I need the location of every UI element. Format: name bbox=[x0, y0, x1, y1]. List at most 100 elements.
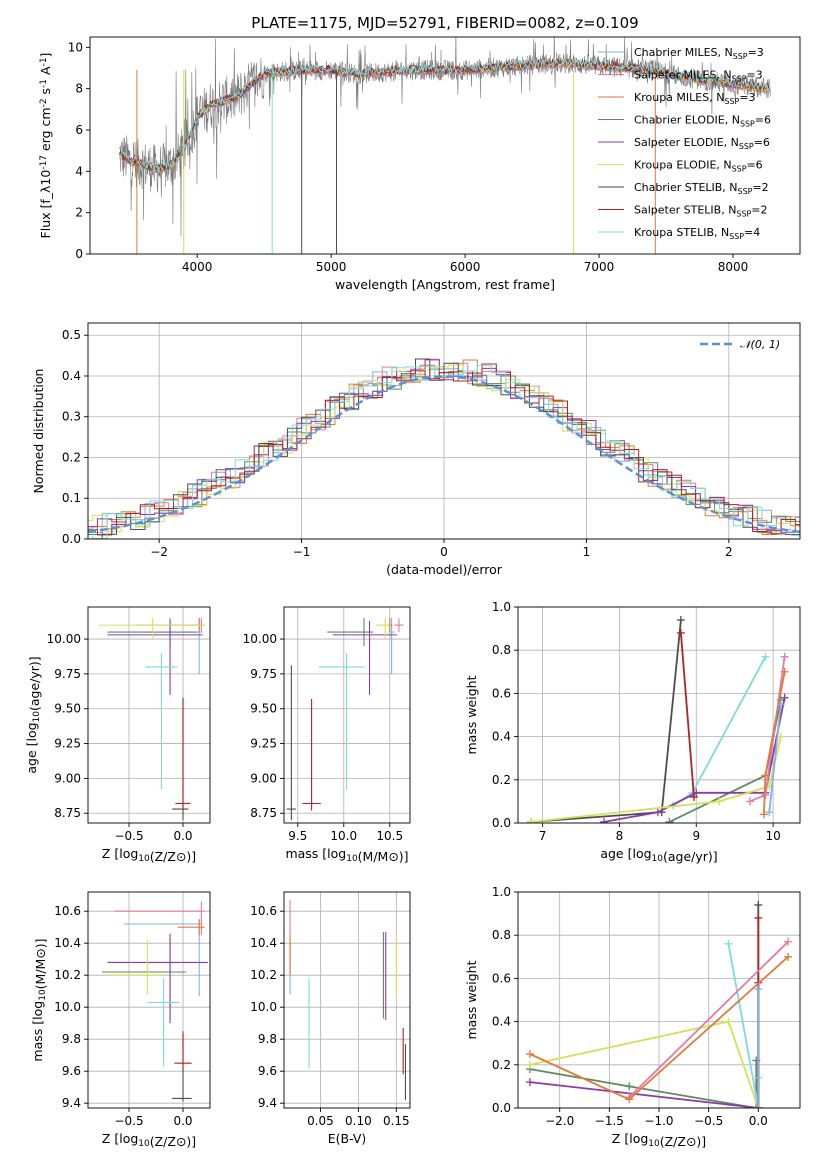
y-tick-label: 9.8 bbox=[62, 1032, 81, 1046]
errorbar-point bbox=[172, 697, 189, 821]
y-tick-label: 0.4 bbox=[492, 1015, 511, 1029]
x-tick-label: −0.5 bbox=[114, 829, 143, 843]
x-axis-label: (data-model)/error bbox=[386, 562, 503, 577]
errorbar-point bbox=[175, 698, 191, 811]
legend-entry-label: Kroupa STELIB, NSSP=4 bbox=[634, 226, 760, 241]
y-tick-label: 9.75 bbox=[250, 667, 277, 681]
y-tick-label: 10 bbox=[68, 40, 83, 54]
errorbar-point bbox=[102, 940, 187, 1020]
axes-frame bbox=[87, 891, 211, 1109]
x-axis-label: mass [log10(M/M⊙)] bbox=[285, 846, 408, 864]
errorbar-point bbox=[145, 618, 203, 674]
legend-entry-label: 𝒩(0, 1) bbox=[740, 338, 780, 351]
mass-weight-marker bbox=[754, 900, 763, 909]
y-tick-label: 0.1 bbox=[62, 491, 81, 505]
errorbar-point bbox=[98, 618, 205, 640]
y-tick-label: 0.3 bbox=[62, 410, 81, 424]
y-tick-label: 2 bbox=[75, 206, 83, 220]
legend-entry-label: Salpeter MILES, NSSP=3 bbox=[634, 69, 763, 84]
errorbar-point bbox=[394, 618, 404, 633]
errorbar-point bbox=[174, 1031, 192, 1072]
y-tick-label: 8.75 bbox=[54, 806, 81, 820]
y-tick-label: 9.25 bbox=[250, 737, 277, 751]
axes-frame bbox=[517, 606, 801, 824]
y-tick-label: 0.0 bbox=[492, 1101, 511, 1115]
y-tick-label: 0.4 bbox=[62, 369, 81, 383]
plot-area bbox=[88, 358, 800, 539]
x-tick-label: 5000 bbox=[316, 260, 347, 274]
mass-weight-marker bbox=[525, 1078, 534, 1087]
residuals-panel: −2 −1 0 1 2 0.0 0.1 0.2 0.3 0.4 0.5 (data-model)/er… bbox=[31, 322, 801, 577]
mass-weight-marker bbox=[784, 937, 793, 946]
mass-weight-line bbox=[531, 736, 782, 823]
y-tick-label: 10.00 bbox=[47, 632, 81, 646]
errorbar-point bbox=[107, 933, 208, 1024]
mass-weight-marker bbox=[754, 985, 763, 994]
errorbar-point bbox=[332, 620, 398, 695]
residual-histogram-step bbox=[88, 358, 800, 539]
x-tick-label: −2 bbox=[150, 545, 168, 559]
mass-weight-vs-age-panel: 7 8 9 10 0.0 0.2 0.4 0.6 0.8 1.0 age [log10(age/yr… bbox=[464, 600, 801, 864]
y-tick-label: 0 bbox=[75, 247, 83, 261]
mass-weight-marker bbox=[692, 788, 701, 797]
errorbar-point bbox=[106, 940, 164, 995]
x-tick-label: 7000 bbox=[584, 260, 615, 274]
mass-weight-marker bbox=[765, 808, 774, 817]
y-tick-label: 0.6 bbox=[492, 971, 511, 985]
y-axis-label: Normed distribution bbox=[31, 369, 46, 494]
x-tick-label: 0.05 bbox=[307, 1114, 334, 1128]
x-axis-label: E(B-V) bbox=[328, 1131, 367, 1146]
mass-weight-line bbox=[680, 632, 695, 798]
y-tick-label: 8.75 bbox=[250, 806, 277, 820]
errorbar-point bbox=[107, 620, 203, 695]
mass-weight-marker bbox=[761, 771, 770, 780]
normal-reference-curve bbox=[88, 375, 800, 534]
legend-entry-label: Kroupa ELODIE, NSSP=6 bbox=[634, 159, 763, 174]
y-tick-label: 10.4 bbox=[250, 936, 277, 950]
y-tick-label: 0.2 bbox=[62, 450, 81, 464]
mass-weight-marker bbox=[761, 652, 770, 661]
y-tick-label: 9.4 bbox=[62, 1096, 81, 1110]
errorbar-point bbox=[318, 652, 365, 790]
y-tick-label: 0.0 bbox=[62, 532, 81, 546]
errorbar-point bbox=[302, 698, 321, 811]
mass-weight-marker bbox=[525, 1050, 534, 1058]
mass-weight-marker bbox=[759, 810, 768, 819]
mass-weight-line bbox=[672, 656, 767, 807]
y-axis-label: mass weight bbox=[464, 960, 479, 1039]
y-tick-label: 10.6 bbox=[54, 904, 81, 918]
x-axis-label: Z [log10(Z/Z⊙)] bbox=[612, 1131, 706, 1149]
y-tick-label: 1.0 bbox=[492, 885, 511, 899]
x-tick-label: 0.0 bbox=[749, 1114, 768, 1128]
age-vs-mass-panel: 9.5 10.0 10.5 8.75 9.00 9.25 9.50 9.75 10.00 mass… bbox=[243, 606, 411, 864]
y-axis-label: mass weight bbox=[464, 675, 479, 754]
plot-area bbox=[102, 901, 208, 1102]
residual-histogram-step bbox=[88, 363, 800, 536]
errorbar-point bbox=[375, 618, 390, 640]
mass-weight-vs-metallicity-panel: −2.0 −1.5 −1.0 −0.5 0.0 0.0 0.2 0.4 0.6 0.8 1.0 Z [… bbox=[464, 885, 801, 1149]
legend-entry-label: Salpeter ELODIE, NSSP=6 bbox=[634, 136, 770, 151]
errorbar-point bbox=[172, 1034, 192, 1102]
mass-weight-marker bbox=[676, 628, 685, 637]
y-tick-label: 0.5 bbox=[62, 328, 81, 342]
axes-frame bbox=[283, 606, 411, 824]
mass-weight-line bbox=[529, 1060, 758, 1108]
y-tick-label: 0.6 bbox=[492, 686, 511, 700]
mass-weight-marker bbox=[724, 1017, 733, 1026]
x-tick-label: 10 bbox=[765, 829, 780, 843]
y-tick-label: 0.4 bbox=[492, 730, 511, 744]
residual-histogram-step bbox=[88, 365, 800, 539]
plot-area bbox=[527, 615, 789, 823]
age-vs-metallicity-panel: −0.5 0.0 8.75 9.00 9.25 9.50 9.75 10.00 Z [log10… bbox=[24, 606, 211, 864]
plot-area bbox=[289, 900, 406, 1100]
y-tick-label: 10.00 bbox=[243, 632, 277, 646]
y-tick-label: 10.0 bbox=[250, 1000, 277, 1014]
x-tick-label: 0.0 bbox=[173, 1114, 192, 1128]
x-axis-label: age [log10(age/yr)] bbox=[600, 846, 717, 864]
mass-weight-marker bbox=[715, 797, 724, 806]
y-tick-label: 9.8 bbox=[258, 1032, 277, 1046]
x-tick-label: 4000 bbox=[182, 260, 213, 274]
x-tick-label: 9.5 bbox=[288, 829, 307, 843]
y-tick-label: 10.2 bbox=[250, 968, 277, 982]
